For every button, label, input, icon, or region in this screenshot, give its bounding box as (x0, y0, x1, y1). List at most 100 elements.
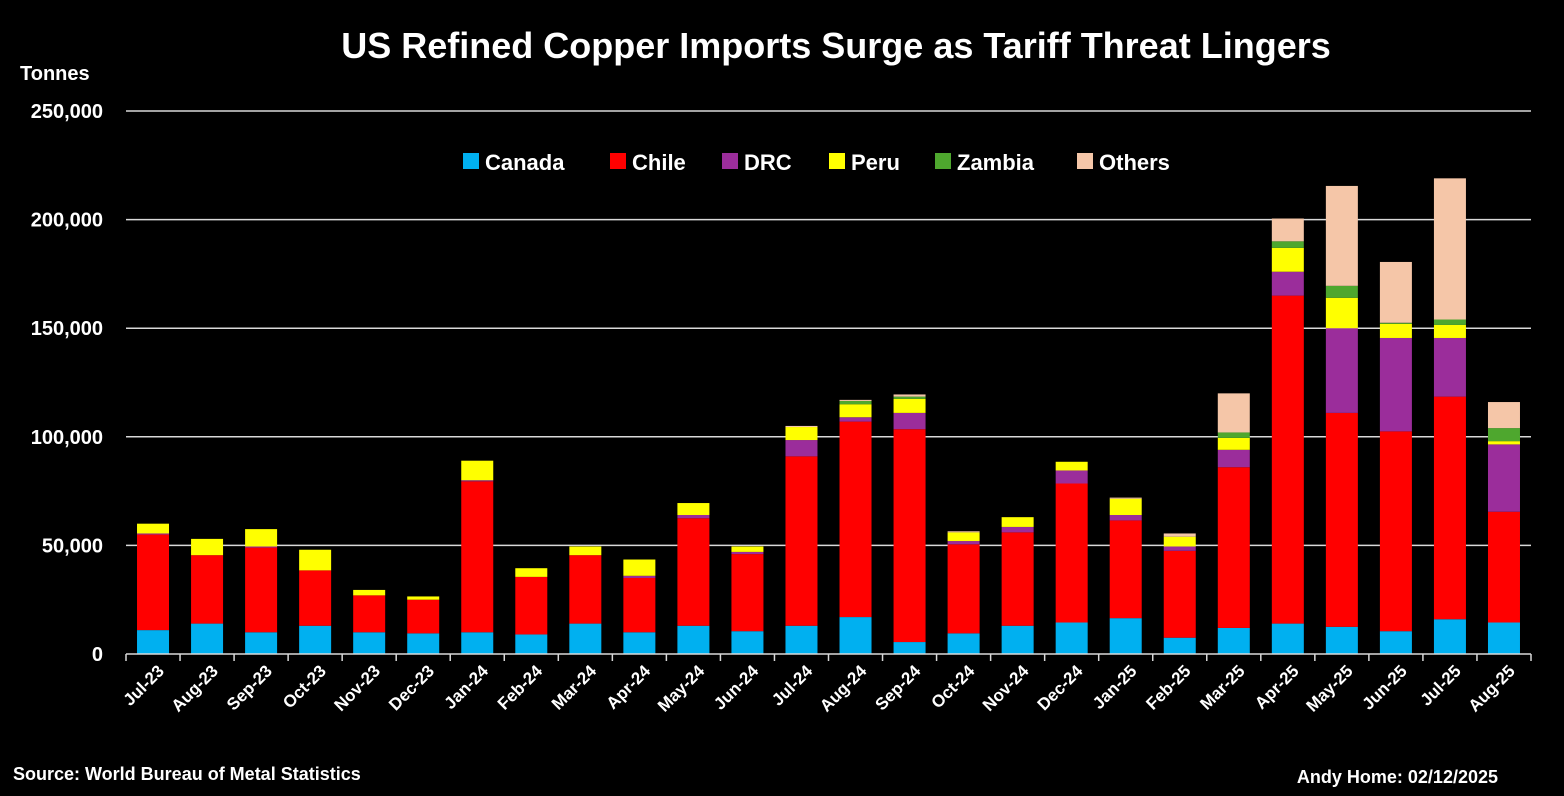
bar-drc-Aug-24 (839, 417, 872, 422)
bar-drc-Apr-24 (623, 575, 656, 578)
bar-stack-Oct-23 (299, 549, 332, 654)
bar-canada-Apr-24 (623, 632, 656, 654)
bar-stack-Apr-25 (1271, 218, 1304, 654)
bar-peru-Apr-24 (623, 559, 656, 576)
x-tick-label: Sep-23 (223, 661, 276, 714)
legend-swatch-peru (829, 153, 845, 169)
bar-peru-Mar-24 (569, 546, 602, 556)
bar-peru-Jan-25 (1109, 498, 1142, 515)
bar-chile-Feb-25 (1163, 550, 1196, 638)
bar-peru-Apr-25 (1271, 247, 1304, 272)
bar-stack-Jan-24 (461, 460, 494, 654)
legend-label-chile: Chile (632, 150, 686, 175)
bar-canada-Oct-23 (299, 625, 332, 654)
bar-chile-Nov-24 (1001, 532, 1034, 626)
bar-chile-Oct-23 (299, 570, 332, 626)
y-tick-label: 0 (92, 644, 103, 666)
bar-stack-May-25 (1325, 185, 1358, 654)
bars (137, 178, 1520, 654)
bar-drc-Jun-25 (1379, 337, 1412, 432)
bar-canada-Nov-24 (1001, 625, 1034, 654)
bar-chile-Sep-24 (893, 429, 926, 643)
x-tick-label: Mar-25 (1196, 661, 1248, 713)
legend-label-others: Others (1099, 150, 1170, 175)
bar-canada-Mar-25 (1217, 627, 1250, 654)
bar-chile-Jan-24 (461, 481, 494, 633)
legend-swatch-canada (463, 153, 479, 169)
bar-stack-Oct-24 (947, 531, 980, 654)
x-tick-label: Aug-25 (1465, 661, 1519, 715)
source-note: Source: World Bureau of Metal Statistics (13, 764, 361, 784)
bar-others-Oct-24 (947, 531, 980, 533)
bar-stack-Aug-24 (839, 399, 872, 654)
legend-label-canada: Canada (485, 150, 565, 175)
legend-swatch-chile (610, 153, 626, 169)
bar-stack-Mar-24 (569, 546, 602, 654)
bar-canada-Aug-23 (191, 623, 224, 654)
bar-others-Mar-25 (1217, 393, 1250, 433)
x-tick-label: Aug-24 (816, 661, 871, 716)
bar-peru-Dec-24 (1055, 461, 1088, 471)
x-tick-label: May-24 (654, 661, 709, 716)
x-tick-label: Jun-25 (1359, 661, 1411, 713)
bar-stack-Sep-24 (893, 394, 926, 654)
bar-chile-Dec-23 (407, 599, 440, 634)
x-tick-label: Dec-24 (1034, 661, 1087, 714)
bar-chile-Jul-25 (1433, 396, 1466, 620)
x-tick-label: Dec-23 (385, 661, 438, 714)
x-tick-label: Oct-23 (279, 661, 330, 712)
bar-canada-Aug-24 (839, 617, 872, 654)
bar-peru-May-24 (677, 503, 710, 515)
bar-drc-May-24 (677, 514, 710, 519)
bar-chile-Dec-24 (1055, 483, 1088, 623)
bar-drc-Jul-24 (785, 440, 818, 457)
bar-peru-Oct-24 (947, 532, 980, 542)
legend-label-drc: DRC (744, 150, 792, 175)
x-tick-label: Feb-25 (1142, 661, 1194, 713)
x-tick-label: Jan-25 (1089, 661, 1141, 713)
bar-peru-Aug-25 (1487, 441, 1520, 445)
bar-chile-May-24 (677, 518, 710, 626)
chart-title: US Refined Copper Imports Surge as Tarif… (341, 25, 1331, 66)
bar-canada-Oct-24 (947, 633, 980, 654)
bar-chile-Aug-23 (191, 555, 224, 624)
bar-zambia-Jun-25 (1379, 322, 1412, 324)
bar-stack-Jul-25 (1433, 178, 1466, 654)
bar-peru-May-25 (1325, 297, 1358, 329)
bar-others-Jan-25 (1109, 497, 1142, 499)
bar-drc-Oct-24 (947, 541, 980, 545)
x-tick-label: Apr-25 (1251, 661, 1303, 713)
bar-others-Jun-25 (1379, 261, 1412, 323)
bar-peru-Jul-23 (137, 523, 170, 534)
bar-canada-Dec-23 (407, 633, 440, 654)
bar-chile-Feb-24 (515, 576, 548, 635)
x-tick-label: Feb-24 (494, 661, 547, 714)
bar-stack-Dec-24 (1055, 461, 1088, 654)
x-tick-label: Oct-24 (928, 661, 979, 712)
bar-peru-Nov-24 (1001, 517, 1034, 527)
bar-drc-Sep-23 (245, 546, 278, 548)
bar-peru-Nov-23 (353, 589, 386, 596)
bar-peru-Oct-23 (299, 549, 332, 571)
bar-chile-Jun-25 (1379, 431, 1412, 632)
bar-drc-Jul-25 (1433, 337, 1466, 397)
bar-drc-Jan-25 (1109, 514, 1142, 521)
bar-stack-Nov-23 (353, 589, 386, 654)
bar-peru-Feb-25 (1163, 536, 1196, 547)
bar-peru-Sep-24 (893, 398, 926, 413)
gridlines (126, 110, 1531, 547)
legend: Canada Chile DRC Peru Zambia Others (463, 150, 1170, 175)
bar-chile-Jul-23 (137, 534, 170, 631)
x-tick-label: Jul-24 (768, 661, 817, 710)
bar-chile-Jul-24 (785, 456, 818, 626)
x-tick-label: Jun-24 (710, 661, 763, 714)
x-tick-label: Aug-23 (168, 661, 222, 715)
bar-chile-Apr-24 (623, 577, 656, 633)
bar-drc-Jun-24 (731, 551, 764, 555)
y-tick-label: 150,000 (31, 318, 103, 340)
bar-stack-Jul-23 (137, 523, 170, 654)
bar-drc-Jan-24 (461, 480, 494, 482)
bar-others-Aug-24 (839, 399, 872, 401)
bar-peru-Aug-23 (191, 538, 224, 556)
